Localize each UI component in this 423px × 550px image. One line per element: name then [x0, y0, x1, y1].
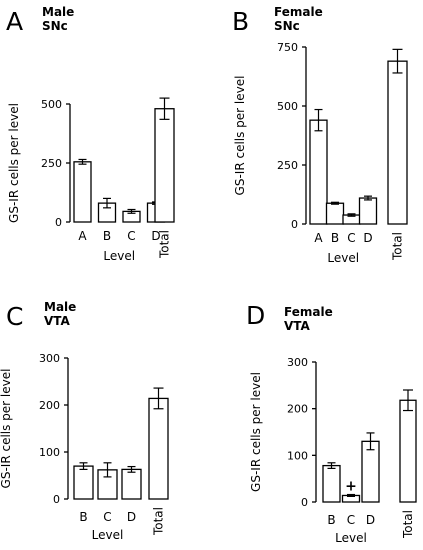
- y-axis-label: GS-IR cells per level: [249, 372, 263, 492]
- panel-title-line: SNc: [274, 19, 300, 33]
- panel-title-line: VTA: [284, 319, 311, 333]
- y-tick-label: 750: [277, 41, 298, 54]
- total-label: Total: [401, 510, 415, 539]
- x-tick-label: A: [78, 229, 87, 243]
- panel-letter: A: [6, 7, 23, 36]
- y-tick-label: 500: [277, 100, 298, 113]
- y-tick-label: 250: [277, 159, 298, 172]
- x-axis-label: Level: [103, 249, 135, 263]
- bar-a: [309, 119, 328, 225]
- significance-marker: +: [345, 479, 357, 495]
- y-tick-label: 100: [39, 446, 60, 459]
- y-tick-label: 200: [287, 403, 308, 416]
- y-tick-label: 200: [39, 399, 60, 412]
- x-tick-label: B: [327, 513, 335, 527]
- x-tick-label: D: [151, 229, 160, 243]
- panel-title-line: Male: [44, 300, 76, 314]
- panel-letter: D: [246, 301, 265, 330]
- y-tick-label: 0: [291, 218, 298, 231]
- bar-b: [73, 465, 94, 500]
- bar-b: [325, 202, 345, 225]
- y-tick-label: 100: [287, 449, 308, 462]
- x-tick-label: B: [79, 510, 87, 524]
- x-tick-label: C: [347, 231, 355, 245]
- x-tick-label: D: [366, 513, 375, 527]
- total-label: Total: [152, 507, 166, 536]
- total-label: Total: [391, 232, 405, 261]
- panel-letter: C: [6, 302, 23, 331]
- x-tick-label: B: [103, 229, 111, 243]
- y-axis-label: GS-IR cells per level: [0, 369, 13, 489]
- x-tick-label: D: [363, 231, 372, 245]
- bar-d: [358, 197, 378, 225]
- x-tick-label: C: [127, 229, 135, 243]
- x-tick-label: B: [331, 231, 339, 245]
- y-axis-label: GS-IR cells per level: [233, 76, 247, 196]
- y-tick-label: 300: [39, 352, 60, 365]
- bar-total: [148, 397, 169, 500]
- panel-title-line: Male: [42, 5, 74, 19]
- y-axis-label: GS-IR cells per level: [7, 103, 21, 223]
- bar-total: [399, 399, 417, 503]
- bar-d: [121, 468, 142, 500]
- y-tick-label: 250: [41, 157, 62, 170]
- panel-title-line: SNc: [42, 19, 68, 33]
- x-axis-label: Level: [92, 528, 124, 542]
- bar-total: [387, 60, 408, 225]
- panel-title-line: Female: [284, 305, 333, 319]
- x-tick-label: D: [127, 510, 136, 524]
- bar-b: [322, 464, 341, 503]
- y-tick-label: 0: [55, 216, 62, 229]
- y-tick-label: 0: [53, 493, 60, 506]
- y-tick-label: 500: [41, 98, 62, 111]
- x-tick-label: C: [103, 510, 111, 524]
- panel-title-line: VTA: [44, 314, 71, 328]
- x-axis-label: Level: [335, 531, 367, 545]
- bar-d: [361, 440, 380, 503]
- panel-letter: B: [232, 7, 249, 36]
- x-tick-label: A: [314, 231, 323, 245]
- x-axis-label: Level: [327, 251, 359, 265]
- y-tick-label: 300: [287, 356, 308, 369]
- bar-total: [154, 108, 175, 223]
- panel-title-line: Female: [274, 5, 323, 19]
- y-tick-label: 0: [301, 496, 308, 509]
- x-tick-label: C: [347, 513, 355, 527]
- total-label: Total: [158, 230, 172, 259]
- bar-a: [73, 161, 92, 223]
